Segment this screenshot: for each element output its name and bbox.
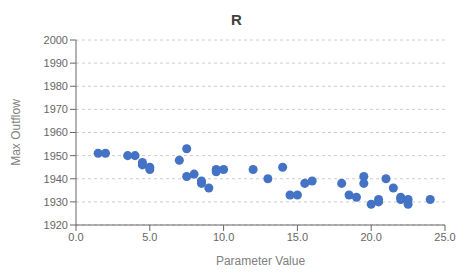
svg-text:25.0: 25.0 (434, 231, 455, 243)
svg-text:Parameter Value: Parameter Value (216, 254, 305, 268)
svg-text:5.0: 5.0 (142, 231, 157, 243)
html-text:R: R (231, 11, 242, 28)
svg-text:20.0: 20.0 (360, 231, 381, 243)
svg-text:1990: 1990 (44, 57, 68, 69)
svg-text:1980: 1980 (44, 80, 68, 92)
svg-text:10.0: 10.0 (213, 231, 234, 243)
svg-text:1920: 1920 (44, 219, 68, 231)
svg-text:1940: 1940 (44, 173, 68, 185)
svg-text:1930: 1930 (44, 196, 68, 208)
svg-text:1960: 1960 (44, 126, 68, 138)
svg-text:15.0: 15.0 (287, 231, 308, 243)
svg-text:0.0: 0.0 (68, 231, 83, 243)
svg-text:1950: 1950 (44, 150, 68, 162)
svg-text:1970: 1970 (44, 103, 68, 115)
svg-text:Max Outflow: Max Outflow (9, 99, 23, 166)
svg-text:2000: 2000 (44, 34, 68, 46)
